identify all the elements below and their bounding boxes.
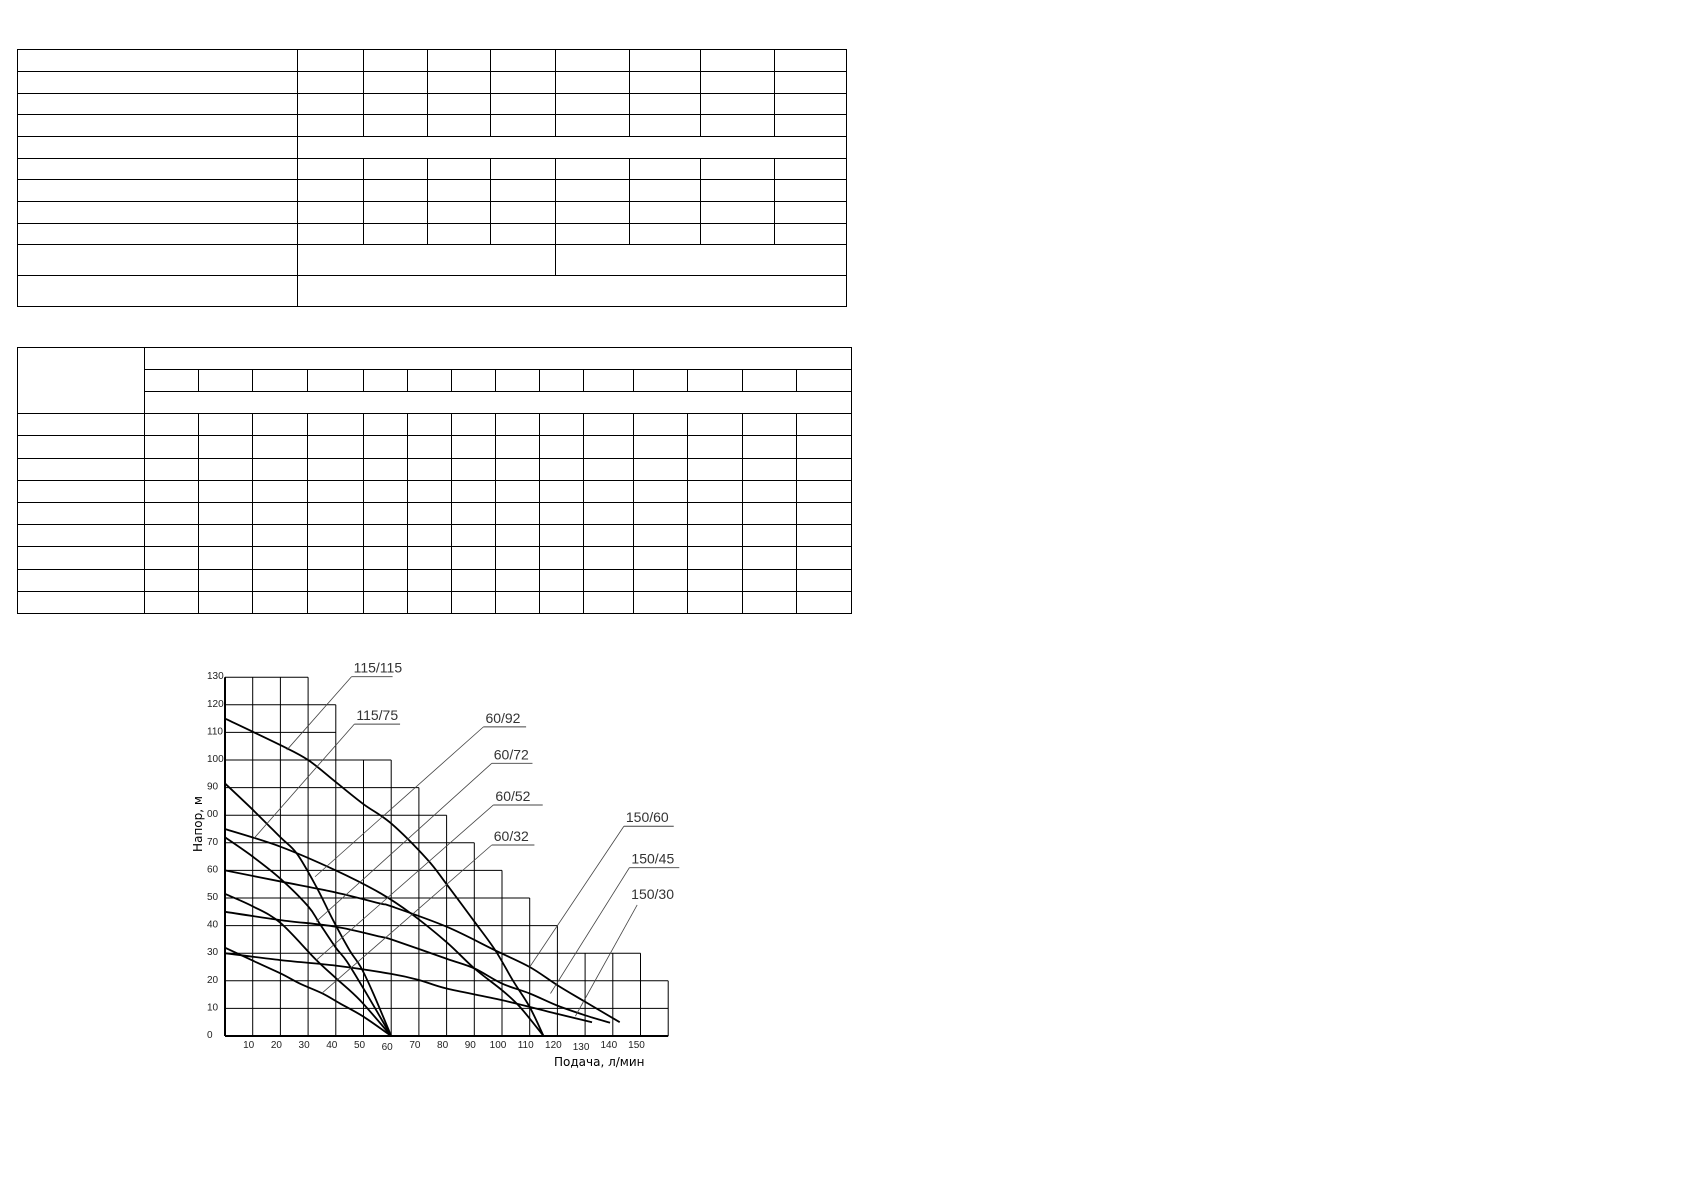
- table-cell: [198, 546, 253, 570]
- series-label: 60/92: [485, 710, 520, 726]
- series-label: 60/52: [495, 788, 530, 804]
- x-tick-label: 30: [299, 1040, 311, 1051]
- x-tick-label: 90: [465, 1040, 477, 1051]
- table-row: [17, 569, 853, 592]
- y-tick-label: 20: [207, 975, 219, 986]
- series-label: 150/60: [626, 809, 669, 825]
- y-axis-label: Напор, м: [191, 796, 205, 852]
- series-label: 60/32: [494, 828, 529, 844]
- chart-curves: [224, 717, 621, 1037]
- x-tick-label: 20: [271, 1040, 283, 1051]
- x-tick-label: 10: [243, 1040, 255, 1051]
- table-row: [18, 369, 853, 392]
- x-tick-label: 60: [382, 1042, 394, 1053]
- curve-60-52: [224, 893, 392, 1037]
- y-tick-label: 10: [207, 1002, 219, 1013]
- x-tick-label: 130: [573, 1042, 590, 1053]
- leader-line: [321, 844, 493, 994]
- x-tick-label: 100: [490, 1040, 507, 1051]
- table-row: [17, 546, 853, 570]
- table-row: [17, 502, 853, 525]
- specifications-table: [16, 49, 848, 307]
- table-row: [16, 179, 847, 202]
- table-cell: [742, 546, 797, 570]
- curve-150-60: [224, 869, 621, 1023]
- y-tick-label: 50: [207, 892, 219, 903]
- table-cell: [495, 435, 540, 459]
- table-row: [16, 244, 848, 276]
- x-tick-label: 70: [409, 1040, 421, 1051]
- curve-150-45: [224, 910, 611, 1024]
- x-tick-label: 50: [354, 1040, 366, 1051]
- leader-line: [314, 726, 484, 878]
- table-cell: [16, 275, 299, 307]
- table-cell: [742, 435, 797, 459]
- series-label: 150/45: [631, 851, 674, 867]
- table-cell: [554, 244, 848, 276]
- leader-line: [286, 676, 352, 751]
- series-label: 60/72: [494, 746, 529, 762]
- leader-line: [252, 723, 355, 840]
- curve-115-75: [224, 828, 545, 1037]
- table-row: [16, 114, 847, 137]
- leader-line: [316, 763, 493, 922]
- x-tick-label: 80: [437, 1040, 449, 1051]
- table-cell: [633, 546, 688, 570]
- performance-table: [17, 347, 853, 614]
- leader-line: [550, 867, 630, 994]
- table-cell: [687, 546, 743, 570]
- series-label: 115/115: [354, 660, 403, 676]
- curve-60-92: [224, 782, 393, 1037]
- y-tick-label: 30: [207, 947, 219, 958]
- table-row: [17, 435, 853, 459]
- x-tick-label: 120: [545, 1040, 562, 1051]
- x-axis-label: Подача, л/мин: [554, 1055, 645, 1069]
- table-row: [17, 524, 853, 547]
- table-cell: [17, 347, 145, 414]
- series-label: 115/75: [356, 707, 398, 723]
- y-tick-label: 90: [207, 782, 219, 793]
- y-tick-label: 100: [207, 754, 224, 765]
- leader-line: [529, 826, 625, 968]
- table-cell: [16, 244, 299, 276]
- table-row: [17, 413, 853, 436]
- y-tick-label: 00: [207, 809, 219, 820]
- y-tick-label: 120: [207, 699, 224, 710]
- x-tick-label: 140: [600, 1040, 617, 1051]
- chart-labels: 115/115 115/75 60/92 60/72 60/52 60/32 150/60 1…: [252, 660, 680, 1017]
- table-row: [17, 480, 853, 503]
- table-cell: [17, 435, 145, 459]
- table-cell: [144, 546, 199, 570]
- curve-150-30: [224, 952, 593, 1024]
- table-row: [16, 71, 847, 94]
- series-label: 150/30: [631, 886, 674, 902]
- table-row: [16, 275, 847, 307]
- curve-115-115: [224, 717, 545, 1037]
- curve-60-32: [224, 946, 392, 1037]
- table-row: [16, 93, 847, 115]
- y-tick-label: 110: [207, 726, 223, 737]
- leader-line: [575, 904, 638, 1017]
- table-row: [17, 591, 853, 614]
- x-tick-label: 150: [628, 1040, 645, 1051]
- table-cell: [297, 275, 847, 307]
- curve-60-72: [224, 836, 392, 1037]
- table-row: [16, 158, 847, 180]
- leader-line: [316, 804, 494, 961]
- table-cell: [795, 591, 853, 614]
- table-cell: [363, 435, 408, 459]
- y-tick-label: 130: [207, 671, 224, 682]
- y-tick-label: 70: [207, 837, 219, 848]
- y-tick-label: 60: [207, 864, 219, 875]
- table-row: [16, 49, 847, 72]
- x-tick-label: 40: [326, 1040, 338, 1051]
- y-tick-label: 40: [207, 920, 219, 931]
- x-tick-label: 110: [518, 1040, 534, 1051]
- table-row: [17, 347, 853, 414]
- y-tick-label: 0: [207, 1030, 213, 1041]
- chart-ticks: 0 10 20 30 40 50 60 70 00 90 100 110 120 130 10 20 30 40 5…: [207, 671, 645, 1053]
- chart-grid: [224, 676, 669, 1037]
